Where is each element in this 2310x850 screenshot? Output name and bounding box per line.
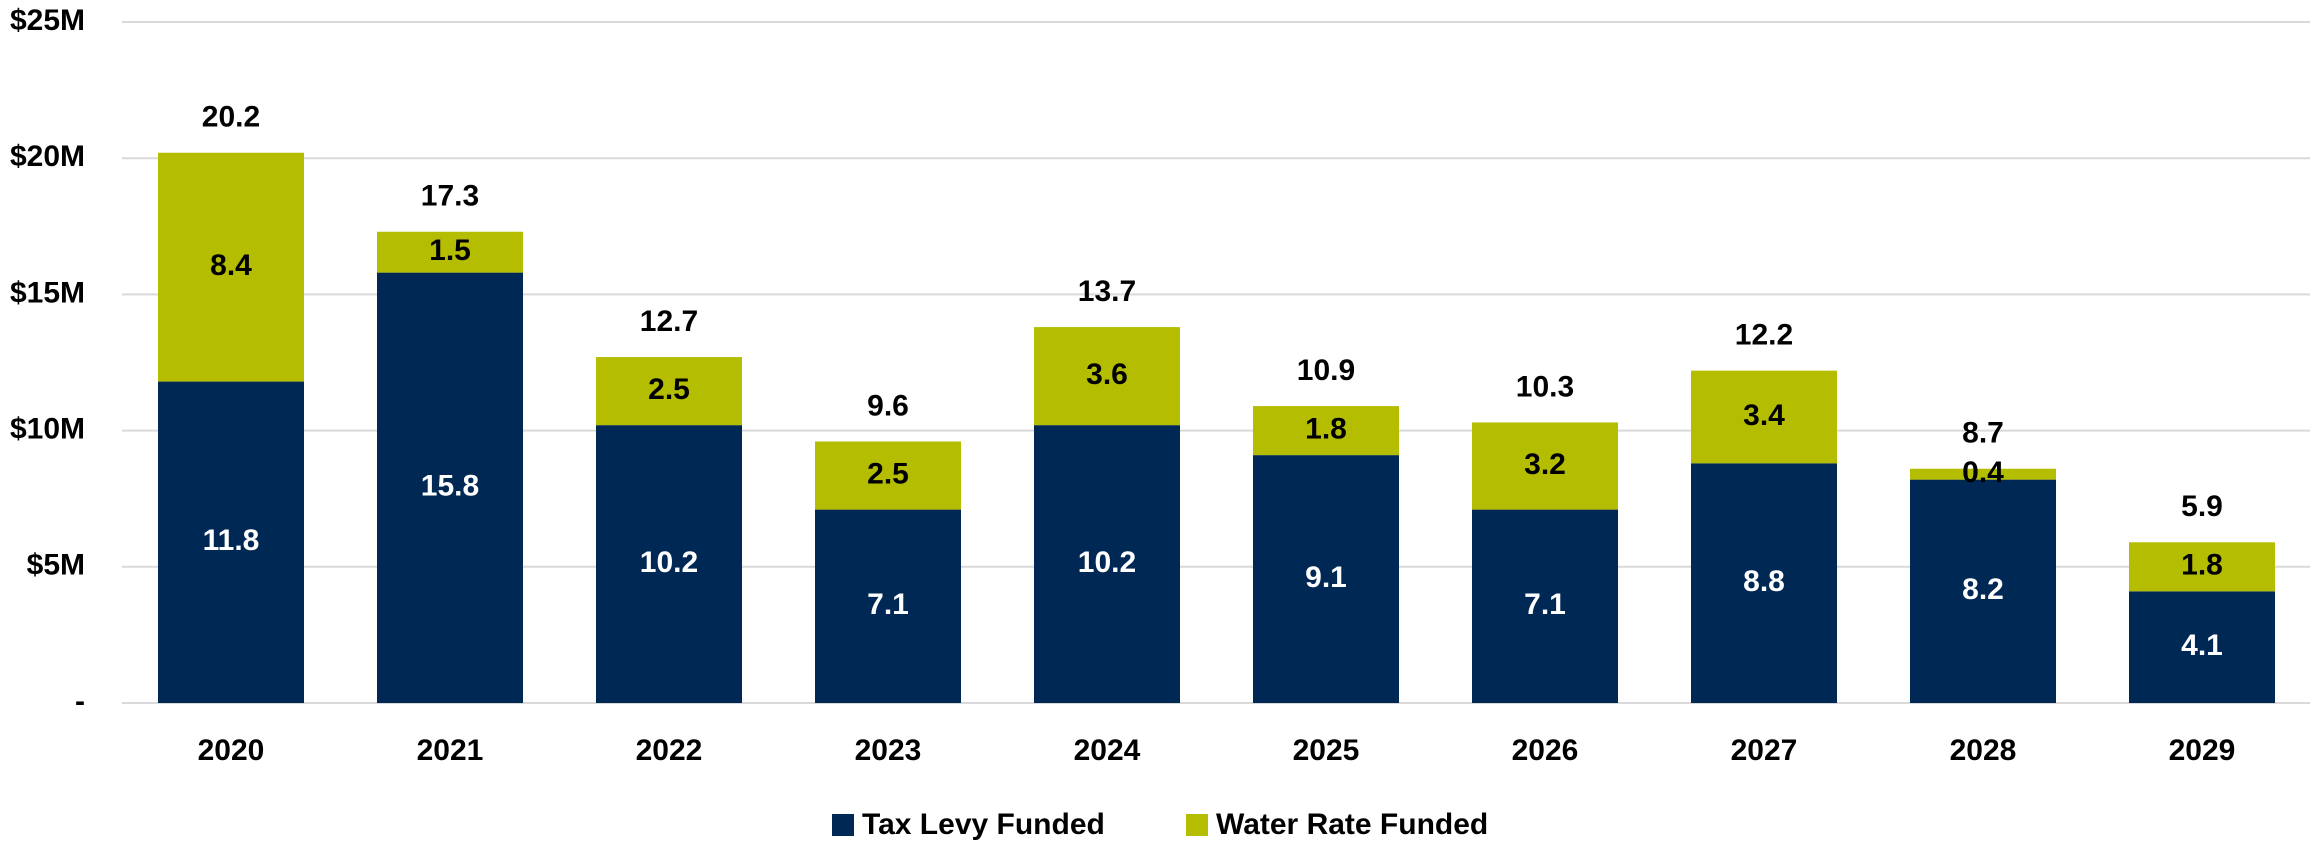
legend-swatch: [832, 814, 854, 836]
bar-segment: [1034, 327, 1180, 426]
total-label: 20.2: [202, 101, 260, 134]
total-label: 10.9: [1297, 354, 1355, 387]
bar-segment: [2129, 542, 2275, 592]
value-label: 9.1: [1305, 561, 1347, 594]
total-label: 12.7: [640, 305, 698, 338]
y-tick-label: $15M: [10, 276, 85, 309]
value-label: 10.2: [1078, 546, 1136, 579]
value-label: 7.1: [867, 588, 909, 621]
y-tick-label: $20M: [10, 140, 85, 173]
value-label: 1.8: [2181, 549, 2223, 582]
value-label: 8.2: [1962, 573, 2004, 606]
legend-swatch: [1186, 814, 1208, 836]
bar-segment: [1472, 422, 1618, 510]
bar-segment: [2129, 591, 2275, 703]
value-label: 4.1: [2181, 629, 2223, 662]
value-label: 15.8: [421, 470, 479, 503]
value-label: 1.5: [429, 234, 471, 267]
bar-segment: [1691, 370, 1837, 464]
value-label: 11.8: [203, 524, 260, 557]
x-tick-label: 2026: [1512, 734, 1579, 767]
bar-segment: [1910, 479, 2056, 703]
legend-label: Tax Levy Funded: [862, 808, 1105, 841]
bar-segment: [1691, 463, 1837, 703]
total-label: 13.7: [1078, 275, 1136, 308]
value-label: 7.1: [1524, 588, 1566, 621]
total-label: 17.3: [421, 180, 479, 213]
x-tick-label: 2024: [1074, 734, 1141, 767]
y-tick-label: -: [75, 685, 85, 718]
value-label: 3.2: [1524, 448, 1566, 481]
value-label: 8.8: [1743, 565, 1785, 598]
bar-segment: [377, 272, 523, 703]
bar-segment: [1253, 406, 1399, 456]
bar-segment: [596, 425, 742, 703]
y-tick-label: $25M: [10, 4, 85, 37]
bar-segment: [1253, 455, 1399, 703]
total-label: 9.6: [867, 389, 909, 422]
value-label: 8.4: [210, 249, 252, 282]
legend-label: Water Rate Funded: [1216, 808, 1488, 841]
value-label: 3.6: [1086, 358, 1128, 391]
x-tick-label: 2029: [2169, 734, 2236, 767]
x-tick-label: 2028: [1950, 734, 2017, 767]
value-label: 10.2: [640, 546, 698, 579]
total-label: 8.7: [1962, 417, 2004, 450]
bar-segment: [815, 441, 961, 510]
bar-segment: [1034, 425, 1180, 703]
bar-segment: [1472, 509, 1618, 703]
total-label: 12.2: [1735, 319, 1793, 352]
x-tick-label: 2022: [636, 734, 703, 767]
value-label: 2.5: [648, 373, 690, 406]
x-tick-label: 2027: [1731, 734, 1798, 767]
bar-segment: [158, 152, 304, 382]
value-label: 3.4: [1743, 399, 1785, 432]
bar-segment: [1910, 468, 2056, 480]
x-tick-label: 2020: [198, 734, 265, 767]
bar-segment: [158, 381, 304, 703]
bar-segment: [815, 509, 961, 703]
total-label: 10.3: [1516, 370, 1574, 403]
bar-segment: [596, 357, 742, 426]
x-tick-label: 2025: [1293, 734, 1360, 767]
value-label: 0.4: [1962, 456, 2004, 489]
value-label: 2.5: [867, 457, 909, 490]
y-tick-label: $5M: [27, 549, 85, 582]
x-tick-label: 2023: [855, 734, 922, 767]
x-tick-label: 2021: [417, 734, 484, 767]
total-label: 5.9: [2181, 490, 2223, 523]
bar-segment: [377, 231, 523, 273]
y-tick-label: $10M: [10, 413, 85, 446]
value-label: 1.8: [1305, 413, 1347, 446]
